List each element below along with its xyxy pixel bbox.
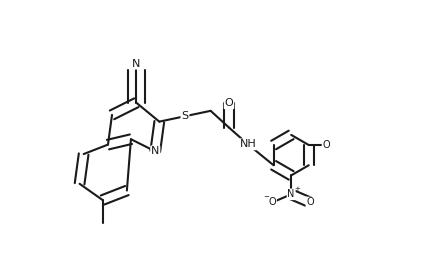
Text: O: O [306, 197, 314, 207]
Text: N: N [287, 189, 295, 199]
Text: −: − [263, 194, 269, 200]
Text: N: N [132, 58, 140, 69]
Text: S: S [181, 111, 189, 121]
Text: N: N [151, 146, 159, 156]
Text: O: O [323, 140, 330, 150]
Text: O: O [268, 197, 276, 207]
Text: +: + [294, 186, 300, 192]
Text: O: O [225, 98, 233, 108]
Text: NH: NH [240, 139, 257, 149]
